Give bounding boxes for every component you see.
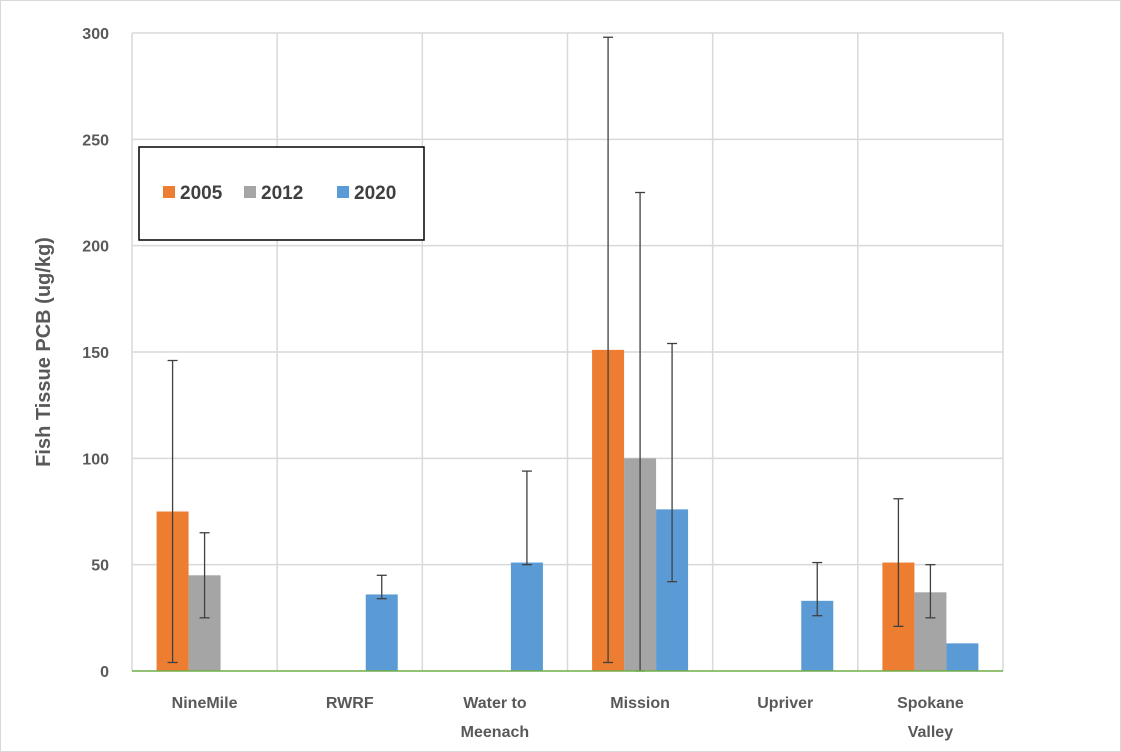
x-tick-label: Meenach: [461, 724, 529, 741]
x-tick-label: Valley: [908, 724, 953, 741]
x-tick-label: Water to: [463, 695, 527, 712]
grid: [131, 32, 1004, 671]
x-tick-label: Spokane: [897, 695, 964, 712]
y-tick-label: 0: [100, 664, 109, 681]
legend-box: [138, 146, 425, 241]
x-tick-label: Mission: [610, 695, 670, 712]
legend-swatch-2005: [163, 186, 175, 198]
bar-2020: [365, 594, 398, 671]
x-tick-label: NineMile: [172, 695, 238, 712]
legend-swatch-2012: [244, 186, 256, 198]
y-tick-label: 250: [82, 132, 109, 149]
legend-label: 2005: [180, 183, 223, 204]
x-tick-label: RWRF: [326, 695, 374, 712]
bar-2020: [510, 562, 543, 671]
legend-label: 2020: [354, 183, 396, 204]
error-bars: [167, 36, 936, 672]
legend-swatch-2020: [337, 186, 349, 198]
x-tick-label: Upriver: [757, 695, 813, 712]
y-tick-label: 200: [82, 239, 109, 256]
y-tick-label: 150: [82, 345, 109, 362]
y-tick-label: 50: [91, 558, 109, 575]
y-tick-label: 100: [82, 451, 109, 468]
bar-2020: [946, 643, 979, 671]
y-tick-label: 300: [82, 26, 109, 43]
legend-label: 2012: [261, 183, 303, 204]
y-axis-label: Fish Tissue PCB (ug/kg): [33, 237, 55, 467]
legend: 2005 2012 2020: [138, 146, 425, 241]
tick-labels: 0 50 100 150 200 250 300 NineMile RWRF Water to Me…: [82, 26, 964, 741]
